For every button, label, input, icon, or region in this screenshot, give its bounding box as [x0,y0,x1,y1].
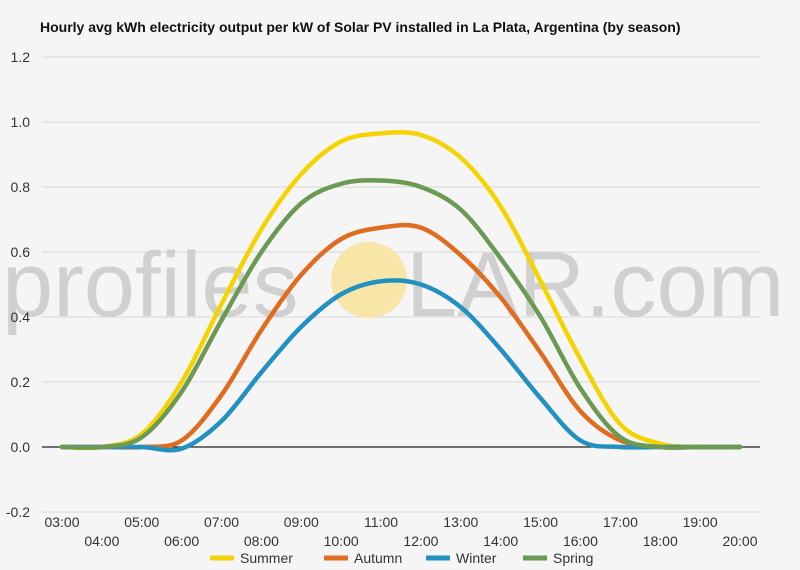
y-tick-label: 1.0 [11,114,31,130]
series-line-spring [59,177,743,450]
legend-label-winter: Winter [456,550,497,566]
chart-title: Hourly avg kWh electricity output per kW… [40,19,681,35]
x-tick-label: 14:00 [483,533,518,549]
y-tick-label: 0.2 [11,374,31,390]
y-tick-label: 0.0 [11,439,31,455]
x-axis: 03:00 04:00 05:00 06:00 07:00 08:00 09:00 10:00… [44,514,757,549]
x-tick-label: 17:00 [603,514,638,530]
y-tick-label: 0.6 [11,244,31,260]
y-tick-label: 1.2 [11,49,31,65]
x-tick-label: 03:00 [44,514,79,530]
series-line-winter [59,278,743,453]
y-axis: -0.2 0.0 0.2 0.4 0.6 0.8 1.0 1.2 [6,49,30,520]
x-tick-label: 19:00 [683,514,718,530]
watermark-sun-icon [331,242,407,318]
watermark-text-right: LAR.com [406,234,784,336]
y-tick-label: 0.8 [11,179,31,195]
series-line-autumn [59,222,743,450]
x-tick-label: 16:00 [563,533,598,549]
legend: Summer Autumn Winter Spring [210,550,593,566]
watermark-text-left: profiles [2,234,299,336]
x-tick-label: 20:00 [722,533,757,549]
series-line-summer [59,130,743,451]
x-tick-label: 12:00 [403,533,438,549]
x-tick-label: 04:00 [84,533,119,549]
legend-label-autumn: Autumn [354,550,402,566]
y-tick-label: 0.4 [11,309,31,325]
x-tick-label: 09:00 [284,514,319,530]
x-tick-label: 08:00 [244,533,279,549]
x-tick-label: 11:00 [364,514,398,530]
x-tick-label: 13:00 [443,514,478,530]
x-tick-label: 10:00 [324,533,359,549]
legend-label-summer: Summer [240,550,293,566]
grid-layer [42,56,760,513]
legend-label-spring: Spring [553,550,593,566]
x-tick-label: 05:00 [124,514,159,530]
x-tick-label: 15:00 [523,514,558,530]
x-tick-label: 06:00 [164,533,199,549]
series-layer [59,130,743,453]
y-tick-label: -0.2 [6,504,30,520]
x-tick-label: 18:00 [643,533,678,549]
x-tick-label: 07:00 [204,514,239,530]
watermark: profiles LAR.com [2,234,784,336]
